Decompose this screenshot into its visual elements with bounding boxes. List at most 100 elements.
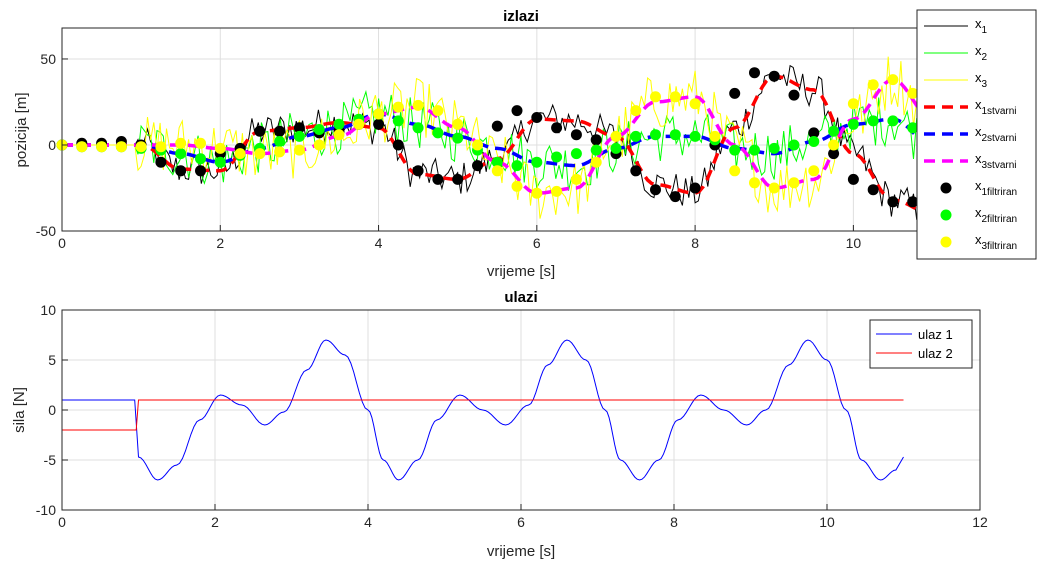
marker-x3-filtriran (808, 165, 820, 177)
marker-x3-filtriran (115, 141, 127, 153)
marker-x2-filtriran (412, 122, 424, 134)
marker-x1-filtriran (293, 122, 305, 134)
top-ylabel: pozicija [m] (13, 92, 30, 167)
marker-x2-filtriran (551, 151, 563, 163)
legend-label-1filtriran: x1filtriran (975, 178, 1017, 198)
legend-label-2stvarni: x2stvarni (975, 124, 1017, 144)
marker-x2-filtriran (195, 153, 206, 165)
bottom-ytick-label: -10 (36, 502, 56, 518)
bottom-xtick-label: 10 (819, 514, 835, 530)
marker-x3-filtriran (610, 130, 622, 142)
top-xtick-label: 10 (846, 235, 862, 251)
bottom-ytick-label: 5 (48, 352, 56, 368)
bottom-ticks: 0 2 4 6 8 10 12 -10 -5 0 5 10 (36, 302, 988, 530)
marker-x1-filtriran (570, 129, 582, 141)
marker-x1-filtriran (551, 122, 563, 134)
marker-x3-filtriran (570, 173, 582, 185)
bottom-axes: 0 2 4 6 8 10 12 -10 -5 0 5 10 ulazi vrijeme [s] sil… (11, 289, 988, 560)
bottom-ytick-label: 0 (48, 402, 56, 418)
bottom-xtick-label: 2 (211, 514, 219, 530)
marker-x2-filtriran (749, 144, 760, 156)
marker-x3-filtriran (333, 129, 345, 141)
marker-x3-filtriran (491, 165, 503, 177)
bottom-ytick-label: 10 (40, 302, 56, 318)
legend-label-ulaz-1: ulaz 1 (918, 327, 953, 342)
marker-x1-filtriran (867, 184, 879, 196)
marker-x3-filtriran (76, 141, 88, 153)
marker-x3-filtriran (630, 105, 642, 117)
legend-label-3filtriran: x3filtriran (975, 232, 1017, 252)
marker-x1-filtriran (669, 191, 681, 203)
bottom-legend: ulaz 1 ulaz 2 (869, 319, 973, 369)
legend-label-2filtriran: x2filtriran (975, 205, 1017, 225)
marker-x3-filtriran (669, 91, 681, 103)
marker-x3-filtriran (472, 139, 483, 151)
marker-x3-filtriran (452, 118, 464, 130)
marker-x1-filtriran (412, 165, 424, 177)
marker-x1-filtriran (749, 67, 760, 79)
marker-x1-filtriran (491, 120, 503, 132)
marker-x3-filtriran (313, 139, 325, 151)
marker-x3-filtriran (788, 177, 800, 189)
top-title: izlazi (503, 8, 539, 25)
marker-x3-filtriran (353, 118, 365, 130)
marker-x3-filtriran (234, 148, 246, 160)
marker-x2-filtriran (630, 130, 642, 142)
marker-x2-filtriran (847, 118, 859, 130)
marker-x1-filtriran (729, 87, 741, 99)
marker-x2-filtriran (313, 124, 325, 135)
marker-x2-filtriran (729, 144, 741, 156)
marker-x3-filtriran (135, 141, 147, 153)
legend-dot-3filtriran (940, 236, 952, 248)
top-legend: x1 x2 x3 x1stvarni x2stvarni x3stvarni x1filtr… (916, 9, 1037, 260)
bottom-ytick-label: -5 (44, 452, 57, 468)
marker-x1-filtriran (155, 156, 167, 168)
marker-x2-filtriran (432, 127, 444, 139)
bottom-xtick-label: 0 (58, 514, 66, 530)
top-xtick-label: 6 (533, 235, 541, 251)
top-xlabel: vrijeme [s] (487, 263, 555, 280)
bottom-ylabel: sila [N] (11, 387, 28, 433)
marker-x2-filtriran (867, 115, 879, 127)
marker-x2-filtriran (887, 115, 899, 127)
marker-x3-filtriran (551, 185, 563, 197)
marker-x3-filtriran (392, 101, 404, 113)
marker-x3-filtriran (432, 105, 444, 117)
legend-label-2: x2 (975, 43, 988, 63)
legend-dot-1filtriran (940, 182, 952, 194)
top-xtick-label: 0 (58, 235, 66, 251)
bottom-xtick-label: 4 (364, 514, 372, 530)
marker-x2-filtriran (788, 139, 800, 151)
marker-x2-filtriran (175, 148, 187, 160)
marker-x1-filtriran (887, 196, 899, 208)
marker-x3-filtriran (373, 108, 385, 120)
bottom-legend-box (869, 319, 973, 369)
marker-x3-filtriran (412, 99, 424, 111)
legend-label-1stvarni: x1stvarni (975, 97, 1017, 117)
marker-x3-filtriran (867, 79, 879, 91)
marker-x1-filtriran (590, 134, 602, 146)
bottom-xlabel: vrijeme [s] (487, 543, 555, 560)
legend-label-3stvarni: x3stvarni (975, 151, 1017, 171)
marker-x3-filtriran (511, 180, 523, 192)
legend-dot-2filtriran (940, 209, 952, 221)
top-legend-box (916, 9, 1037, 260)
marker-x1-filtriran (788, 89, 800, 101)
marker-x3-filtriran (155, 141, 167, 153)
marker-x1-filtriran (907, 196, 919, 208)
marker-x3-filtriran (274, 146, 286, 158)
legend-label-ulaz-2: ulaz 2 (918, 346, 953, 361)
marker-x3-filtriran (907, 87, 919, 99)
marker-x3-filtriran (531, 187, 543, 199)
marker-x3-filtriran (175, 137, 187, 149)
marker-x1-filtriran (847, 173, 859, 185)
marker-x2-filtriran (610, 142, 622, 154)
marker-x3-filtriran (96, 141, 108, 153)
marker-x2-filtriran (333, 118, 345, 130)
top-ytick-label: 0 (48, 137, 56, 153)
marker-x2-filtriran (511, 160, 523, 172)
marker-x2-filtriran (452, 132, 464, 144)
series-x2-stvarni (62, 112, 933, 168)
